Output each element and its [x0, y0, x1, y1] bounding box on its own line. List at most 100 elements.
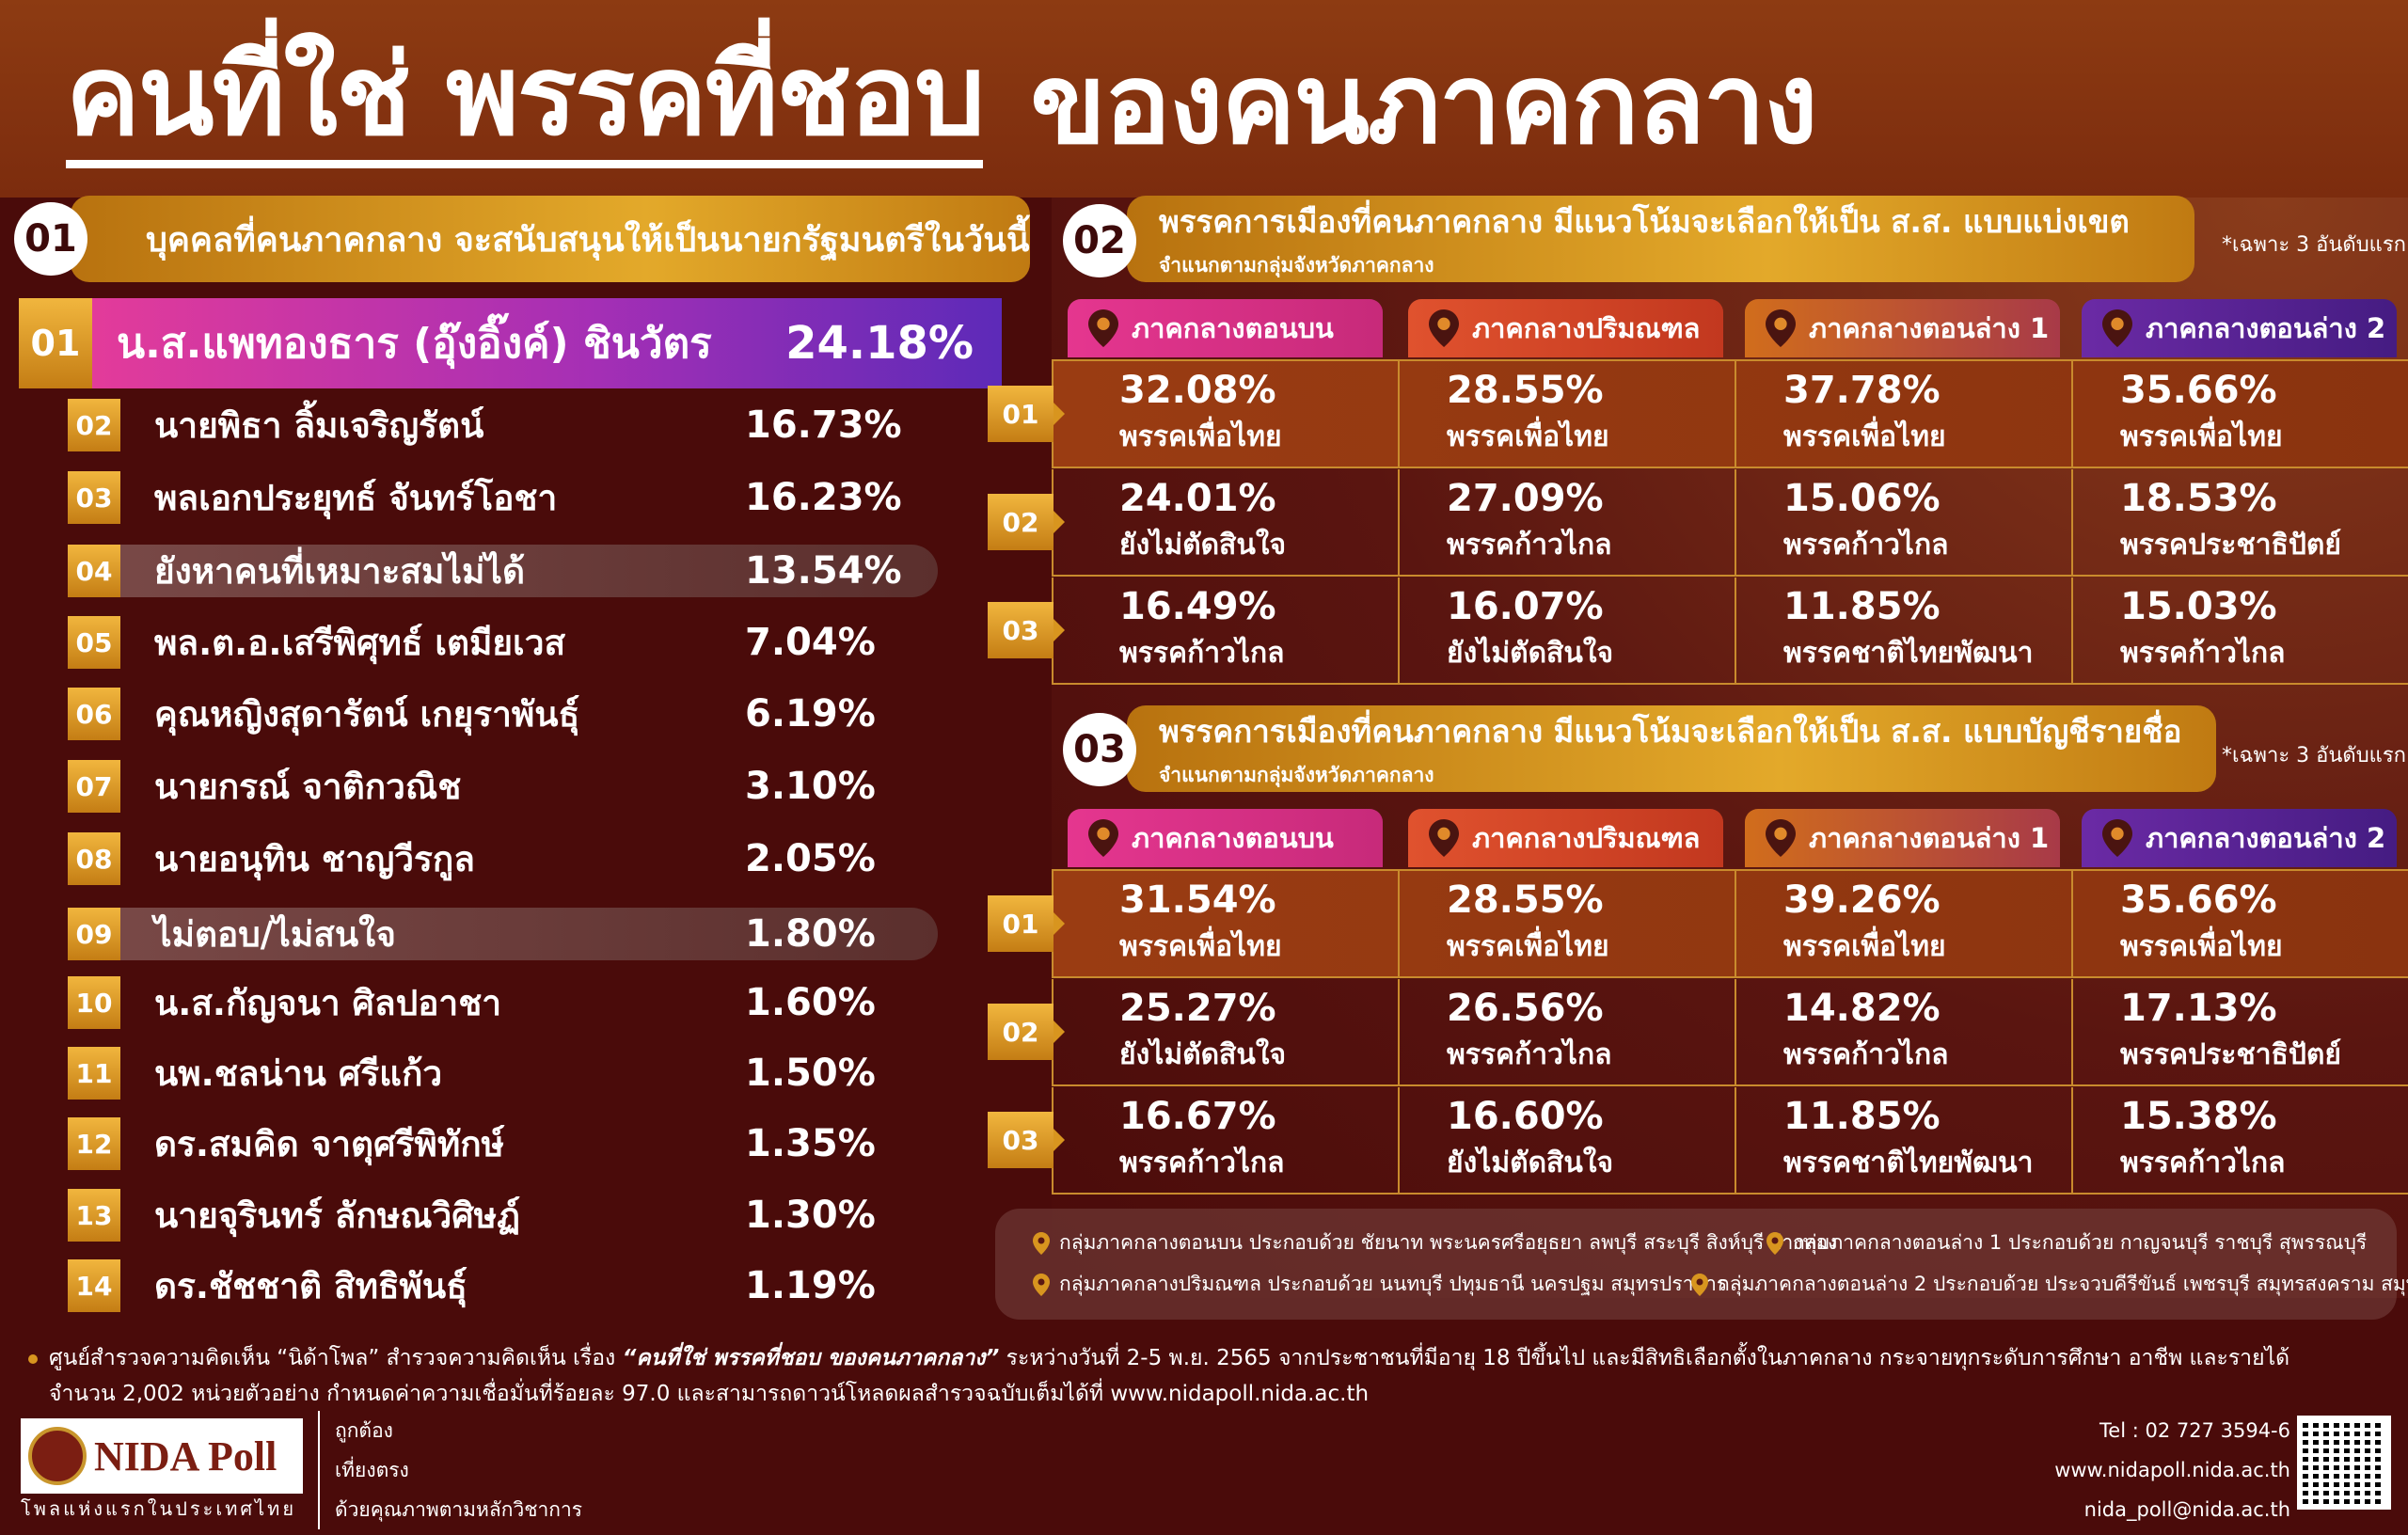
email-link[interactable]: nida_poll@nida.ac.th [2083, 1498, 2290, 1521]
result-percent: 16.67% [1119, 1094, 1276, 1138]
result-party: พรรคก้าวไกล [1119, 636, 1285, 670]
section2-heading-text: พรรคการเมืองที่คนภาคกลาง มีแนวโน้มจะเลือ… [1159, 203, 2130, 240]
candidate-name: ดร.สมคิด จาตุศรีพิทักษ์ [154, 1123, 505, 1164]
candidate-percent: 1.50% [745, 1052, 876, 1095]
website-link[interactable]: www.nidapoll.nida.ac.th [2054, 1459, 2290, 1481]
region-legend: กลุ่มภาคกลางตอนบน ประกอบด้วย ชัยนาท พระน… [995, 1209, 2408, 1320]
result-party: พรรคก้าวไกล [1447, 1037, 1612, 1071]
result-cell: 28.55% พรรคเพื่อไทย [1398, 871, 1735, 976]
section1-number: 01 [14, 202, 87, 276]
section2-note: *เฉพาะ 3 อันดับแรก [2222, 233, 2406, 257]
result-party: พรรคเพื่อไทย [1119, 419, 1282, 453]
region-tab: ภาคกลางปริมณฑล [1408, 809, 1723, 867]
result-cell: 37.78% พรรคเพื่อไทย [1735, 361, 2071, 467]
table-row: 16.49% พรรคก้าวไกล 16.07% ยังไม่ตัดสินใจ 11.… [1052, 578, 2408, 685]
candidate-row: 09 ไม่ตอบ/ไม่สนใจ 1.80% [68, 908, 938, 960]
candidate-row: 02 นายพิธา ลิ้มเจริญรัตน์ 16.73% [68, 399, 933, 451]
section1-heading-text: บุคคลที่คนภาคกลาง จะสนับสนุนให้เป็นนายกร… [146, 220, 1030, 260]
location-pin-icon [1088, 819, 1118, 857]
candidate-percent: 2.05% [745, 837, 876, 880]
result-percent: 16.60% [1447, 1094, 1604, 1138]
location-pin-icon [2102, 309, 2132, 347]
result-party: พรรคก้าวไกล [1447, 528, 1612, 562]
legend-item: กลุ่มภาคกลางตอนล่าง 1 ประกอบด้วย กาญจนบุ… [1766, 1227, 2367, 1258]
section3-heading-text: พรรคการเมืองที่คนภาคกลาง มีแนวโน้มจะเลือ… [1159, 713, 2182, 750]
region-tab: ภาคกลางตอนล่าง 2 [2082, 299, 2397, 357]
section2-heading: พรรคการเมืองที่คนภาคกลาง มีแนวโน้มจะเลือ… [1127, 196, 2194, 282]
region-tab: ภาคกลางปริมณฑล [1408, 299, 1723, 357]
result-party: ยังไม่ตัดสินใจ [1119, 1037, 1287, 1071]
result-cell: 27.09% พรรคก้าวไกล [1398, 469, 1735, 575]
result-percent: 15.38% [2120, 1094, 2277, 1138]
result-party: พรรคประชาธิปัตย์ [2120, 528, 2341, 562]
candidate-top-row: 01 น.ส.แพทองธาร (อุ๊งอิ๊งค์) ชินวัตร 24.… [19, 298, 1002, 388]
result-cell: 15.38% พรรคก้าวไกล [2071, 1087, 2408, 1193]
rank-badge: 03 [68, 471, 120, 524]
footer-line2: จำนวน 2,002 หน่วยตัวอย่าง กำหนดค่าความเช… [49, 1382, 1370, 1406]
title-part2: ของคนภาคกลาง [1030, 39, 1817, 168]
result-cell: 15.06% พรรคก้าวไกล [1735, 469, 2071, 575]
result-party: พรรคก้าวไกล [1783, 528, 1949, 562]
result-party: ยังไม่ตัดสินใจ [1447, 636, 1614, 670]
candidate-percent: 3.10% [745, 765, 876, 808]
region-label: ภาคกลางตอนล่าง 2 [2146, 822, 2386, 854]
contact-info: Tel : 02 727 3594-6 www.nidapoll.nida.ac… [2054, 1411, 2290, 1529]
rank-badge: 12 [68, 1117, 120, 1170]
result-cell: 26.56% พรรคก้าวไกล [1398, 979, 1735, 1084]
result-percent: 15.06% [1783, 476, 1941, 520]
section3-note: *เฉพาะ 3 อันดับแรก [2222, 744, 2406, 768]
candidate-name: ดร.ชัชชาติ สิทธิพันธุ์ [154, 1265, 467, 1306]
region-tab: ภาคกลางตอนบน [1068, 299, 1383, 357]
candidate-row: 10 น.ส.กัญจนา ศิลปอาชา 1.60% [68, 976, 933, 1029]
result-percent: 27.09% [1447, 476, 1604, 520]
location-pin-icon [1429, 819, 1459, 857]
region-label: ภาคกลางตอนล่าง 1 [1809, 312, 2050, 344]
rank-badge: 11 [68, 1047, 120, 1100]
legend-text: กลุ่มภาคกลางปริมณฑล ประกอบด้วย นนทบุรี ป… [1059, 1273, 1728, 1295]
rank-badge: 02 [988, 1004, 1065, 1060]
footer-line1-a: ศูนย์สำรวจความคิดเห็น “นิด้าโพล” สำรวจคว… [49, 1346, 616, 1370]
result-cell: 14.82% พรรคก้าวไกล [1735, 979, 2071, 1084]
result-party: พรรคเพื่อไทย [1447, 419, 1609, 453]
rank-badge: 05 [68, 616, 120, 669]
result-percent: 17.13% [2120, 986, 2277, 1030]
logo-tagline: โพลแห่งแรกในประเทศไทย [21, 1497, 297, 1520]
candidate-name: พล.ต.อ.เสรีพิศุทธ์ เตมียเวส [154, 622, 566, 663]
rank-badge: 04 [68, 545, 120, 597]
result-percent: 15.03% [2120, 584, 2277, 628]
location-pin-icon [1033, 1231, 1050, 1255]
result-cell: 11.85% พรรคชาติไทยพัฒนา [1735, 1087, 2071, 1193]
result-cell: 31.54% พรรคเพื่อไทย [1052, 871, 1398, 976]
region-tab: ภาคกลางตอนบน [1068, 809, 1383, 867]
result-percent: 14.82% [1783, 986, 1941, 1030]
location-pin-icon [1766, 819, 1796, 857]
result-party: พรรคเพื่อไทย [1783, 419, 1946, 453]
candidate-name: นายจุรินทร์ ลักษณวิศิษฏ์ [154, 1195, 521, 1236]
result-percent: 35.66% [2120, 878, 2277, 922]
location-pin-icon [1766, 309, 1796, 347]
qr-code[interactable] [2297, 1416, 2391, 1510]
result-cell: 16.49% พรรคก้าวไกล [1052, 578, 1398, 683]
candidate-name: คุณหญิงสุดารัตน์ เกยุราพันธุ์ [154, 693, 580, 735]
result-cell: 28.55% พรรคเพื่อไทย [1398, 361, 1735, 467]
region-label: ภาคกลางตอนบน [1132, 312, 1334, 344]
result-percent: 24.01% [1119, 476, 1276, 520]
rank-badge: 01 [19, 298, 92, 388]
result-cell: 25.27% ยังไม่ตัดสินใจ [1052, 979, 1398, 1084]
candidate-percent: 13.54% [745, 549, 902, 593]
result-party: พรรคชาติไทยพัฒนา [1783, 1146, 2034, 1179]
title-part1: คนที่ใช่ พรรคที่ชอบ [66, 40, 985, 168]
section3-number: 03 [1063, 713, 1136, 786]
candidate-row: 08 นายอนุทิน ชาญวีรกูล 2.05% [68, 832, 933, 885]
result-party: พรรคก้าวไกล [2120, 1146, 2286, 1179]
candidate-percent: 1.60% [745, 981, 876, 1024]
section2-table: 32.08% พรรคเพื่อไทย 28.55% พรรคเพื่อไทย 37.7… [1052, 359, 2408, 687]
result-percent: 25.27% [1119, 986, 1276, 1030]
section2-number: 02 [1063, 204, 1136, 277]
result-cell: 16.67% พรรคก้าวไกล [1052, 1087, 1398, 1193]
region-label: ภาคกลางตอนบน [1132, 822, 1334, 854]
result-cell: 17.13% พรรคประชาธิปัตย์ [2071, 979, 2408, 1084]
result-cell: 24.01% ยังไม่ตัดสินใจ [1052, 469, 1398, 575]
result-cell: 32.08% พรรคเพื่อไทย [1052, 361, 1398, 467]
rank-badge: 10 [68, 976, 120, 1029]
